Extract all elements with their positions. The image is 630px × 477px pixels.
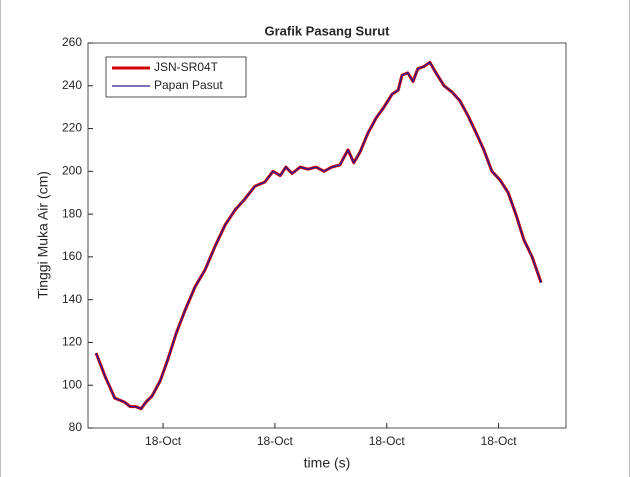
y-tick-label: 120 bbox=[62, 335, 82, 349]
x-axis-label: time (s) bbox=[304, 455, 351, 471]
legend-box bbox=[105, 56, 247, 98]
y-tick-label: 220 bbox=[62, 121, 82, 135]
y-tick-label: 140 bbox=[62, 292, 82, 306]
x-tick-label: 18-Oct bbox=[145, 434, 182, 448]
y-tick-label: 160 bbox=[62, 249, 82, 263]
x-tick-label: 18-Oct bbox=[369, 434, 406, 448]
y-tick-label: 80 bbox=[69, 420, 83, 434]
axes-box bbox=[87, 42, 567, 429]
legend-label: Papan Pasut bbox=[154, 78, 223, 92]
y-tick-label: 100 bbox=[62, 377, 82, 391]
data-line bbox=[95, 61, 542, 410]
legend-label: JSN-SR04T bbox=[154, 60, 219, 74]
x-tick-label: 18-Oct bbox=[257, 434, 294, 448]
y-tick-label: 240 bbox=[62, 78, 82, 92]
y-axis-label: Tinggi Muka Air (cm) bbox=[35, 171, 51, 299]
y-tick-label: 200 bbox=[62, 164, 82, 178]
chart-title: Grafik Pasang Surut bbox=[265, 23, 391, 38]
y-tick-label: 180 bbox=[62, 206, 82, 220]
y-tick-label: 260 bbox=[62, 35, 82, 49]
x-tick-label: 18-Oct bbox=[481, 434, 518, 448]
